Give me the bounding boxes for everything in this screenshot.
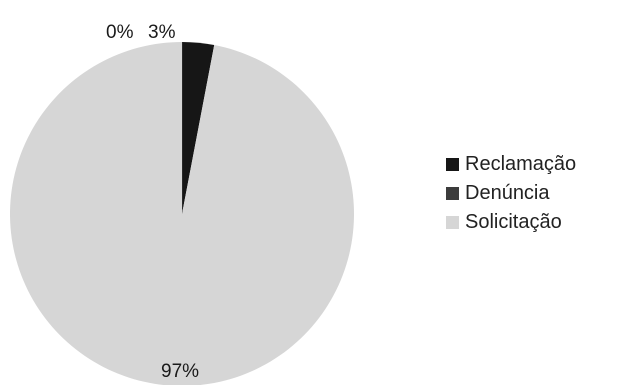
pie-slices: [10, 42, 354, 385]
legend-item-denuncia: Denúncia: [446, 179, 576, 208]
legend-label-denuncia: Denúncia: [465, 182, 550, 204]
pie-slice-reclamacao: [182, 42, 215, 214]
legend-label-solicitacao: Solicitação: [465, 211, 562, 233]
slice-label-solicitacao: 97%: [161, 361, 199, 382]
slice-label-denuncia: 0%: [106, 22, 134, 43]
legend-swatch-reclamacao: [446, 158, 459, 171]
chart-legend: Reclamação Denúncia Solicitação: [446, 150, 576, 237]
legend-label-reclamacao: Reclamação: [465, 153, 577, 175]
legend-item-solicitacao: Solicitação: [446, 208, 576, 237]
legend-swatch-solicitacao: [446, 216, 459, 229]
slice-label-reclamacao: 3%: [148, 22, 176, 43]
legend-swatch-denuncia: [446, 187, 459, 200]
pie-slice-solicitacao: [10, 42, 354, 385]
legend-item-reclamacao: Reclamação: [446, 150, 576, 179]
